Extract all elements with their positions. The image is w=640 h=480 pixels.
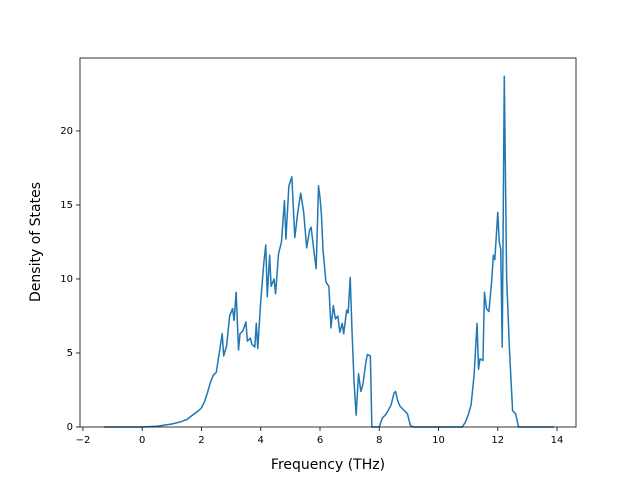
x-tick-label: 2 xyxy=(198,435,204,446)
x-tick-label: 10 xyxy=(432,435,445,446)
x-tick-label: 12 xyxy=(491,435,504,446)
x-tick-label: 4 xyxy=(258,435,264,446)
y-tick-label: 15 xyxy=(60,200,73,211)
y-tick-label: 5 xyxy=(67,348,73,359)
plot-frame xyxy=(79,57,577,428)
x-tick-label: 14 xyxy=(551,435,564,446)
y-tick-label: 0 xyxy=(67,422,73,433)
data-line xyxy=(103,75,555,428)
x-tick-label: 0 xyxy=(139,435,145,446)
x-tick-label: −2 xyxy=(76,435,91,446)
y-tick-label: 20 xyxy=(60,126,73,137)
y-tick-label: 10 xyxy=(60,274,73,285)
y-axis-label: Density of States xyxy=(28,182,44,302)
x-axis-label: Frequency (THz) xyxy=(271,457,385,473)
x-tick-label: 8 xyxy=(376,435,382,446)
x-tick-label: 6 xyxy=(317,435,323,446)
